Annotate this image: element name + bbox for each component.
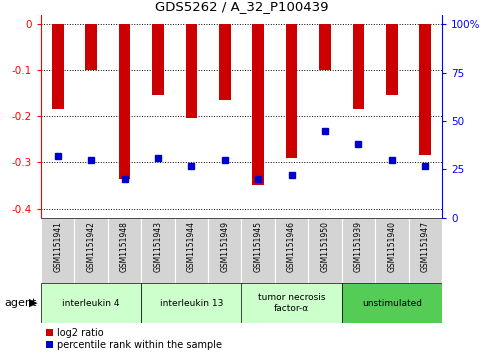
Bar (275, 218, 308, 283)
Bar (252, 24, 264, 185)
Bar (208, 218, 242, 283)
Bar (353, 24, 364, 109)
Title: GDS5262 / A_32_P100439: GDS5262 / A_32_P100439 (155, 0, 328, 13)
Text: GSM1151946: GSM1151946 (287, 221, 296, 272)
Bar (142, 218, 175, 283)
Bar (41, 218, 74, 283)
Bar (142, 283, 242, 323)
Bar (152, 24, 164, 95)
Text: interleukin 13: interleukin 13 (160, 299, 223, 307)
Text: tumor necrosis
factor-α: tumor necrosis factor-α (258, 293, 326, 313)
Bar (409, 218, 442, 283)
Text: ▶: ▶ (29, 298, 38, 308)
Bar (342, 218, 375, 283)
Bar (419, 24, 431, 155)
Bar (242, 218, 275, 283)
Bar (119, 24, 130, 179)
Bar (375, 218, 409, 283)
Text: GSM1151942: GSM1151942 (86, 221, 96, 272)
Text: GSM1151949: GSM1151949 (220, 221, 229, 272)
Text: GSM1151950: GSM1151950 (321, 221, 329, 272)
Bar (41, 283, 142, 323)
Text: GSM1151945: GSM1151945 (254, 221, 263, 272)
Text: GSM1151947: GSM1151947 (421, 221, 430, 272)
Bar (242, 283, 342, 323)
Bar (74, 218, 108, 283)
Text: unstimulated: unstimulated (362, 299, 422, 307)
Text: GSM1151940: GSM1151940 (387, 221, 397, 272)
Text: GSM1151944: GSM1151944 (187, 221, 196, 272)
Bar (219, 24, 231, 100)
Text: GSM1151943: GSM1151943 (154, 221, 162, 272)
Bar (175, 218, 208, 283)
Text: GSM1151939: GSM1151939 (354, 221, 363, 272)
Bar (319, 24, 331, 70)
Bar (85, 24, 97, 70)
Text: GSM1151948: GSM1151948 (120, 221, 129, 272)
Text: agent: agent (5, 298, 37, 308)
Bar (185, 24, 197, 118)
Bar (108, 218, 142, 283)
Bar (308, 218, 342, 283)
Bar (386, 24, 398, 95)
Text: interleukin 4: interleukin 4 (62, 299, 120, 307)
Bar (286, 24, 298, 158)
Bar (342, 283, 442, 323)
Bar (52, 24, 64, 109)
Text: GSM1151941: GSM1151941 (53, 221, 62, 272)
Legend: log2 ratio, percentile rank within the sample: log2 ratio, percentile rank within the s… (46, 328, 222, 350)
